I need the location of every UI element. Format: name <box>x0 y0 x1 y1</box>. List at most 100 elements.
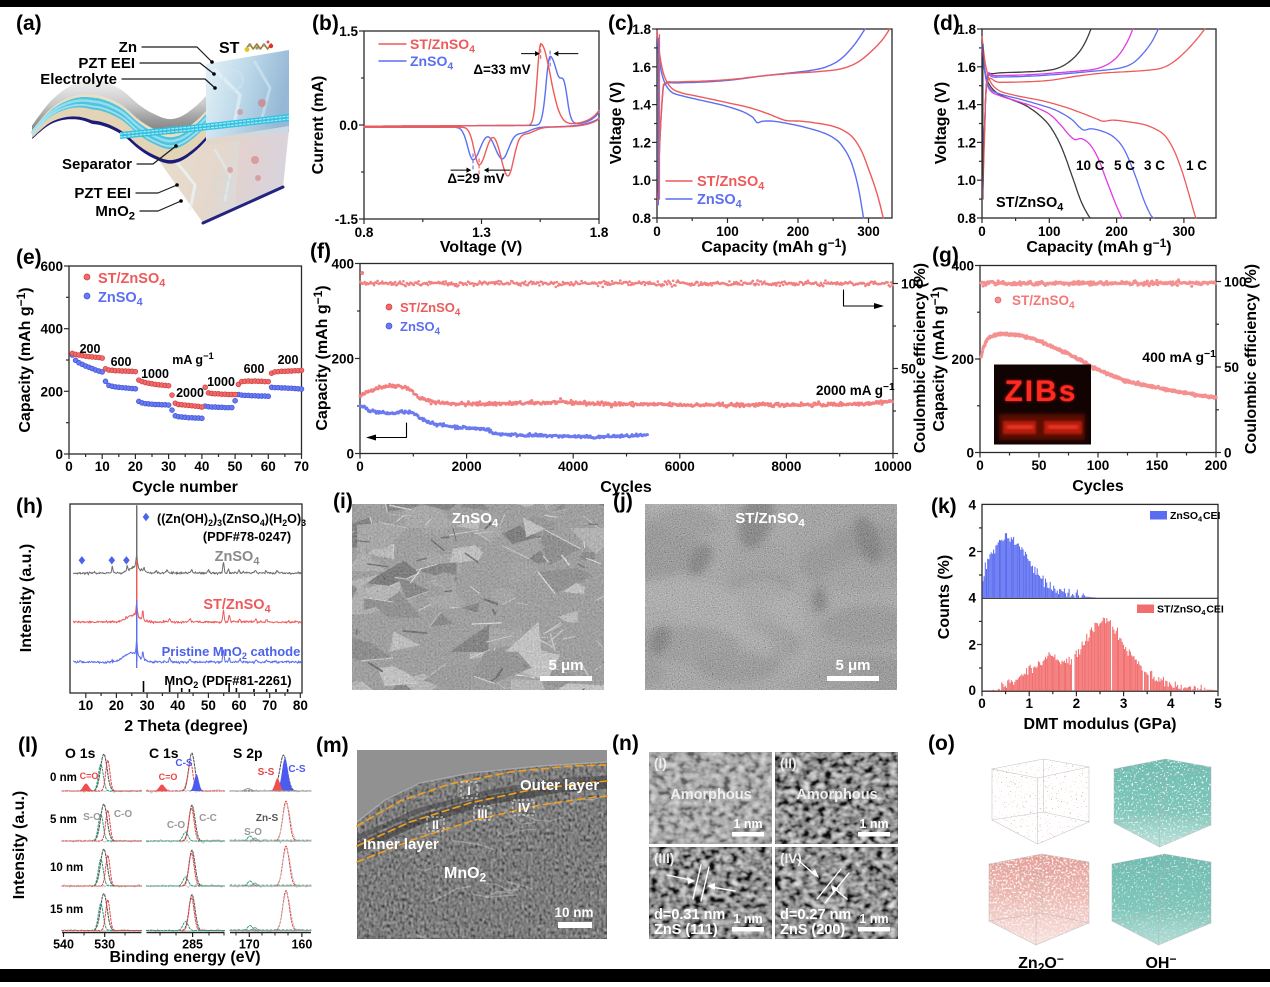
svg-text:Current (mA): Current (mA) <box>310 76 327 175</box>
svg-text:1: 1 <box>1025 696 1033 711</box>
svg-text:5 nm: 5 nm <box>50 814 77 826</box>
svg-text:IV: IV <box>518 800 531 815</box>
svg-text:(i): (i) <box>333 490 353 513</box>
svg-text:200: 200 <box>951 352 974 367</box>
svg-text:5: 5 <box>1214 696 1222 711</box>
svg-text:20: 20 <box>128 459 143 474</box>
svg-text:(b): (b) <box>312 12 339 35</box>
svg-text:50: 50 <box>228 459 243 474</box>
svg-text:0: 0 <box>65 459 73 474</box>
svg-text:50: 50 <box>1224 360 1239 375</box>
svg-text:ST/ZnSO4​: ST/ZnSO4​ <box>400 300 461 319</box>
svg-text:2000: 2000 <box>452 459 482 474</box>
svg-text:S-O: S-O <box>244 827 262 838</box>
svg-text:Δ=29 mV: Δ=29 mV <box>447 171 504 186</box>
svg-text:ZnSO4​: ZnSO4​ <box>697 192 742 211</box>
svg-text:4000: 4000 <box>558 459 588 474</box>
svg-text:6000: 6000 <box>665 459 695 474</box>
svg-text:ZnSO4​: ZnSO4​ <box>410 53 453 73</box>
svg-text:30: 30 <box>161 459 176 474</box>
svg-text:1.8: 1.8 <box>632 22 651 37</box>
svg-text:ST/ZnSO4​: ST/ZnSO4​ <box>996 195 1063 214</box>
svg-text:0: 0 <box>976 458 984 473</box>
svg-text:MnO2​: MnO2​ <box>444 865 487 885</box>
svg-text:1 nm: 1 nm <box>859 912 888 926</box>
svg-text:Δ=33 mV: Δ=33 mV <box>473 62 530 77</box>
svg-text:(h): (h) <box>16 495 43 518</box>
svg-text:40: 40 <box>194 459 209 474</box>
svg-text:(l): (l) <box>18 734 38 757</box>
svg-text:Zn: Zn <box>119 39 137 56</box>
svg-text:Electrolyte: Electrolyte <box>40 71 117 88</box>
svg-text:285: 285 <box>182 938 203 952</box>
svg-text:ZnSO4​: ZnSO4​ <box>215 549 260 568</box>
svg-text:Intensity (a.u.): Intensity (a.u.) <box>11 791 28 899</box>
svg-text:100: 100 <box>901 277 924 292</box>
svg-text:Zn-S: Zn-S <box>256 813 279 824</box>
svg-text:1.8: 1.8 <box>957 22 976 37</box>
svg-text:200: 200 <box>278 353 299 367</box>
svg-text:ZnSO4​: ZnSO4​ <box>452 510 499 530</box>
svg-text:100: 100 <box>1087 458 1110 473</box>
svg-text:600: 600 <box>111 355 132 369</box>
svg-text:10: 10 <box>78 698 93 713</box>
svg-text:OH−​: OH−​ <box>1145 952 1176 972</box>
svg-text:ZIBs: ZIBs <box>1004 375 1077 408</box>
svg-text:30: 30 <box>140 698 155 713</box>
svg-text:ST/ZnSO4​: ST/ZnSO4​ <box>98 271 165 290</box>
svg-text:2: 2 <box>1073 696 1081 711</box>
svg-text:PZT EEI: PZT EEI <box>74 185 131 202</box>
svg-text:150: 150 <box>1146 458 1169 473</box>
svg-text:200: 200 <box>1205 458 1228 473</box>
svg-text:1.5: 1.5 <box>339 24 358 39</box>
svg-text:II: II <box>432 818 439 832</box>
svg-text:(III): (III) <box>654 851 674 866</box>
svg-text:0: 0 <box>966 446 974 461</box>
svg-text:80: 80 <box>293 698 308 713</box>
svg-text:(j): (j) <box>613 490 633 513</box>
svg-text:20: 20 <box>109 698 124 713</box>
svg-text:50: 50 <box>1031 458 1046 473</box>
svg-text:(m): (m) <box>316 734 349 757</box>
svg-text:1.2: 1.2 <box>632 135 651 150</box>
svg-text:1.8: 1.8 <box>590 225 609 240</box>
svg-text:0: 0 <box>968 683 976 698</box>
svg-text:10 nm: 10 nm <box>50 862 83 874</box>
svg-text:0.8: 0.8 <box>632 211 651 226</box>
svg-text:S 2p: S 2p <box>233 745 263 761</box>
svg-text:C=O: C=O <box>80 771 99 781</box>
svg-text:4: 4 <box>1167 696 1175 711</box>
svg-text:III: III <box>477 807 487 821</box>
svg-text:(e): (e) <box>16 246 42 269</box>
svg-text:ZIBs: ZIBs <box>1004 375 1077 408</box>
svg-text:I: I <box>467 784 470 798</box>
svg-text:C-S: C-S <box>175 758 193 769</box>
svg-text:Amorphous: Amorphous <box>670 787 751 803</box>
svg-text:1.2: 1.2 <box>957 135 976 150</box>
svg-text:ST/ZnSO4​: ST/ZnSO4​ <box>203 597 270 616</box>
svg-text:ZnSO4​: ZnSO4​ <box>98 290 143 309</box>
svg-text:600: 600 <box>40 259 63 274</box>
svg-text:1.6: 1.6 <box>632 60 651 75</box>
svg-text:Outer layer: Outer layer <box>520 777 599 794</box>
svg-text:10000: 10000 <box>874 459 912 474</box>
svg-text:170: 170 <box>239 938 260 952</box>
svg-text:ZnSO4​: ZnSO4​ <box>400 319 441 338</box>
svg-text:3 C: 3 C <box>1144 158 1165 173</box>
svg-text:10 nm: 10 nm <box>554 905 593 920</box>
svg-text:S-S: S-S <box>258 767 275 778</box>
svg-text:530: 530 <box>94 938 115 952</box>
svg-text:Coulombic efficiency (%): Coulombic efficiency (%) <box>912 263 929 453</box>
svg-text:2 Theta (degree): 2 Theta (degree) <box>124 718 248 735</box>
svg-text:Intensity (a.u.): Intensity (a.u.) <box>18 544 35 652</box>
svg-text:Binding energy (eV): Binding energy (eV) <box>109 949 260 966</box>
svg-text:300: 300 <box>1173 224 1196 239</box>
svg-text:0: 0 <box>1224 446 1232 461</box>
svg-text:200: 200 <box>80 342 101 356</box>
svg-text:100: 100 <box>1038 224 1061 239</box>
svg-text:-1.5: -1.5 <box>335 212 359 227</box>
svg-text:200: 200 <box>787 224 810 239</box>
svg-text:ST/ZnSO4​ CEI: ST/ZnSO4​ CEI <box>1157 604 1224 618</box>
svg-text:Zn2​O−​: Zn2​O−​ <box>1018 952 1064 975</box>
svg-text:(PDF#78-0247): (PDF#78-0247) <box>203 529 291 544</box>
